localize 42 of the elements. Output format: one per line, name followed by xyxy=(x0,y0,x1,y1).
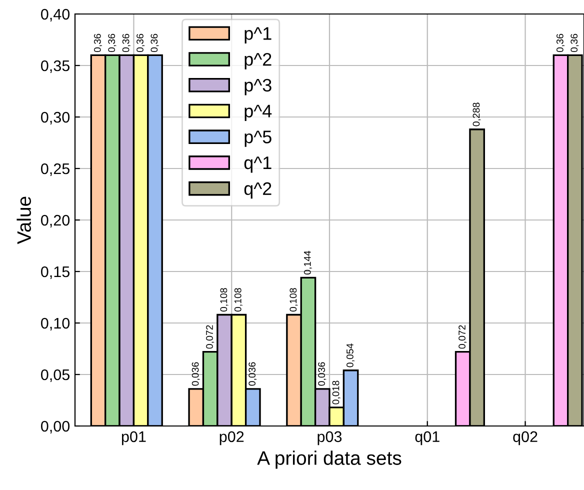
y-tick-label: 0,20 xyxy=(41,214,70,228)
x-tick-label: p02 xyxy=(220,431,244,446)
data-label: 0,36 xyxy=(108,34,116,52)
y-axis-title: Value xyxy=(16,196,32,244)
y-tick-label: 0,40 xyxy=(41,8,70,22)
data-label: 0,36 xyxy=(122,34,130,52)
y-tick-label: 0,35 xyxy=(41,60,70,73)
data-label: 0,072 xyxy=(458,325,467,349)
y-tick-label: 0,05 xyxy=(41,369,70,382)
legend-label: q^2 xyxy=(244,182,272,199)
data-label: 0,036 xyxy=(248,362,257,386)
data-label: 0,36 xyxy=(136,34,145,52)
x-tick-label: q01 xyxy=(415,431,440,446)
data-label: 0,108 xyxy=(234,288,242,312)
data-label: 0,36 xyxy=(150,34,159,52)
data-label: 0,018 xyxy=(332,380,340,404)
data-label: 0,36 xyxy=(94,34,102,52)
y-tick-label: 0,25 xyxy=(41,163,70,176)
legend-label: p^4 xyxy=(244,104,272,122)
data-label: 0,36 xyxy=(556,34,565,52)
x-axis-title: A priori data sets xyxy=(257,450,402,469)
x-tick-label: p01 xyxy=(122,431,146,446)
data-label: 0,054 xyxy=(346,344,355,368)
x-tick-label: p03 xyxy=(318,431,342,446)
x-tick-label: q02 xyxy=(513,431,538,446)
legend-label: q^1 xyxy=(244,156,272,173)
data-label: 0,036 xyxy=(192,362,200,386)
y-tick-label: 0,10 xyxy=(41,318,70,330)
legend-label: p^2 xyxy=(244,52,272,70)
legend-label: p^3 xyxy=(244,78,272,96)
data-label: 0,108 xyxy=(220,288,228,312)
y-tick-label: 0,30 xyxy=(41,112,70,124)
legend-label: p^5 xyxy=(244,130,272,147)
data-label: 0,288 xyxy=(472,102,481,126)
data-label: 0,36 xyxy=(570,34,579,52)
data-label: 0,036 xyxy=(318,362,326,386)
y-tick-label: 0,15 xyxy=(41,266,70,279)
data-label: 0,144 xyxy=(304,250,312,275)
data-label: 0,072 xyxy=(206,325,214,349)
data-label: 0,108 xyxy=(290,288,298,312)
legend-label: p^1 xyxy=(244,27,272,44)
y-tick-label: 0,00 xyxy=(41,420,70,434)
